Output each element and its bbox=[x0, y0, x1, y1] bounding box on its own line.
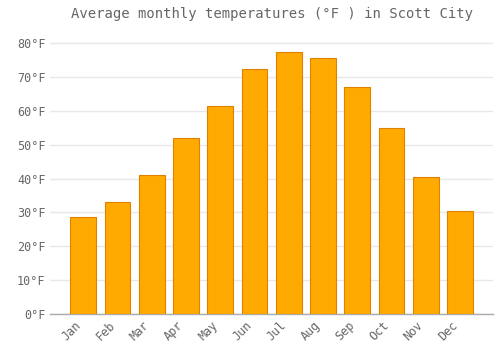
Bar bbox=[310, 58, 336, 314]
Bar bbox=[413, 177, 438, 314]
Bar bbox=[139, 175, 164, 314]
Title: Average monthly temperatures (°F ) in Scott City: Average monthly temperatures (°F ) in Sc… bbox=[70, 7, 472, 21]
Bar bbox=[70, 217, 96, 314]
Bar bbox=[447, 211, 473, 314]
Bar bbox=[242, 69, 268, 314]
Bar bbox=[208, 106, 233, 314]
Bar bbox=[173, 138, 199, 314]
Bar bbox=[276, 52, 301, 314]
Bar bbox=[344, 87, 370, 314]
Bar bbox=[378, 128, 404, 314]
Bar bbox=[104, 202, 130, 314]
